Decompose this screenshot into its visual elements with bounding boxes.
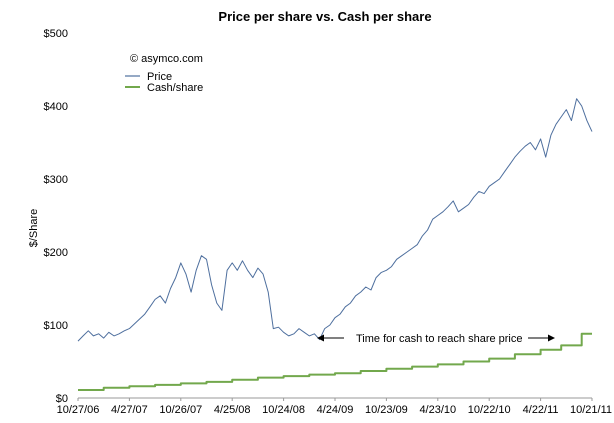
y-axis-label: $/Share [28, 209, 40, 248]
y-tick-label: $0 [56, 393, 68, 405]
x-tick-label: 10/27/06 [57, 404, 100, 416]
y-axis-ticks: $0 $100 $200 $300 $400 $500 [44, 28, 68, 405]
series-layer [77, 98, 593, 391]
x-tick-label: 10/22/10 [468, 404, 511, 416]
legend-label-price: Price [147, 71, 172, 83]
annotation: Time for cash to reach share price [317, 333, 555, 345]
y-tick-label: $300 [44, 174, 68, 186]
annotation-text: Time for cash to reach share price [356, 333, 523, 345]
y-tick-label: $500 [44, 28, 68, 40]
y-tick-label: $400 [44, 101, 68, 113]
x-tick-label: 4/27/07 [111, 404, 148, 416]
x-tick-label: 10/23/09 [365, 404, 408, 416]
y-tick-label: $200 [44, 247, 68, 259]
series-line-price [77, 98, 593, 342]
x-axis-ticks: 10/27/06 4/27/07 10/26/07 4/25/08 10/24/08 4/… [57, 398, 612, 416]
x-tick-label: 10/24/08 [262, 404, 305, 416]
x-tick-label: 10/26/07 [159, 404, 202, 416]
x-tick-label: 4/22/11 [523, 404, 559, 416]
x-tick-label: 4/25/08 [214, 404, 251, 416]
y-tick-label: $100 [44, 320, 68, 332]
x-tick-label: 10/21/11 [570, 404, 612, 416]
x-tick-label: 4/24/09 [317, 404, 354, 416]
legend-copyright: © asymco.com [130, 53, 203, 65]
chart-title: Price per share vs. Cash per share [218, 9, 431, 24]
legend-label-cash: Cash/share [147, 82, 203, 94]
x-tick-label: 4/23/10 [419, 404, 456, 416]
legend: © asymco.com Price Cash/share [125, 53, 203, 94]
series-line-cash [78, 332, 592, 391]
